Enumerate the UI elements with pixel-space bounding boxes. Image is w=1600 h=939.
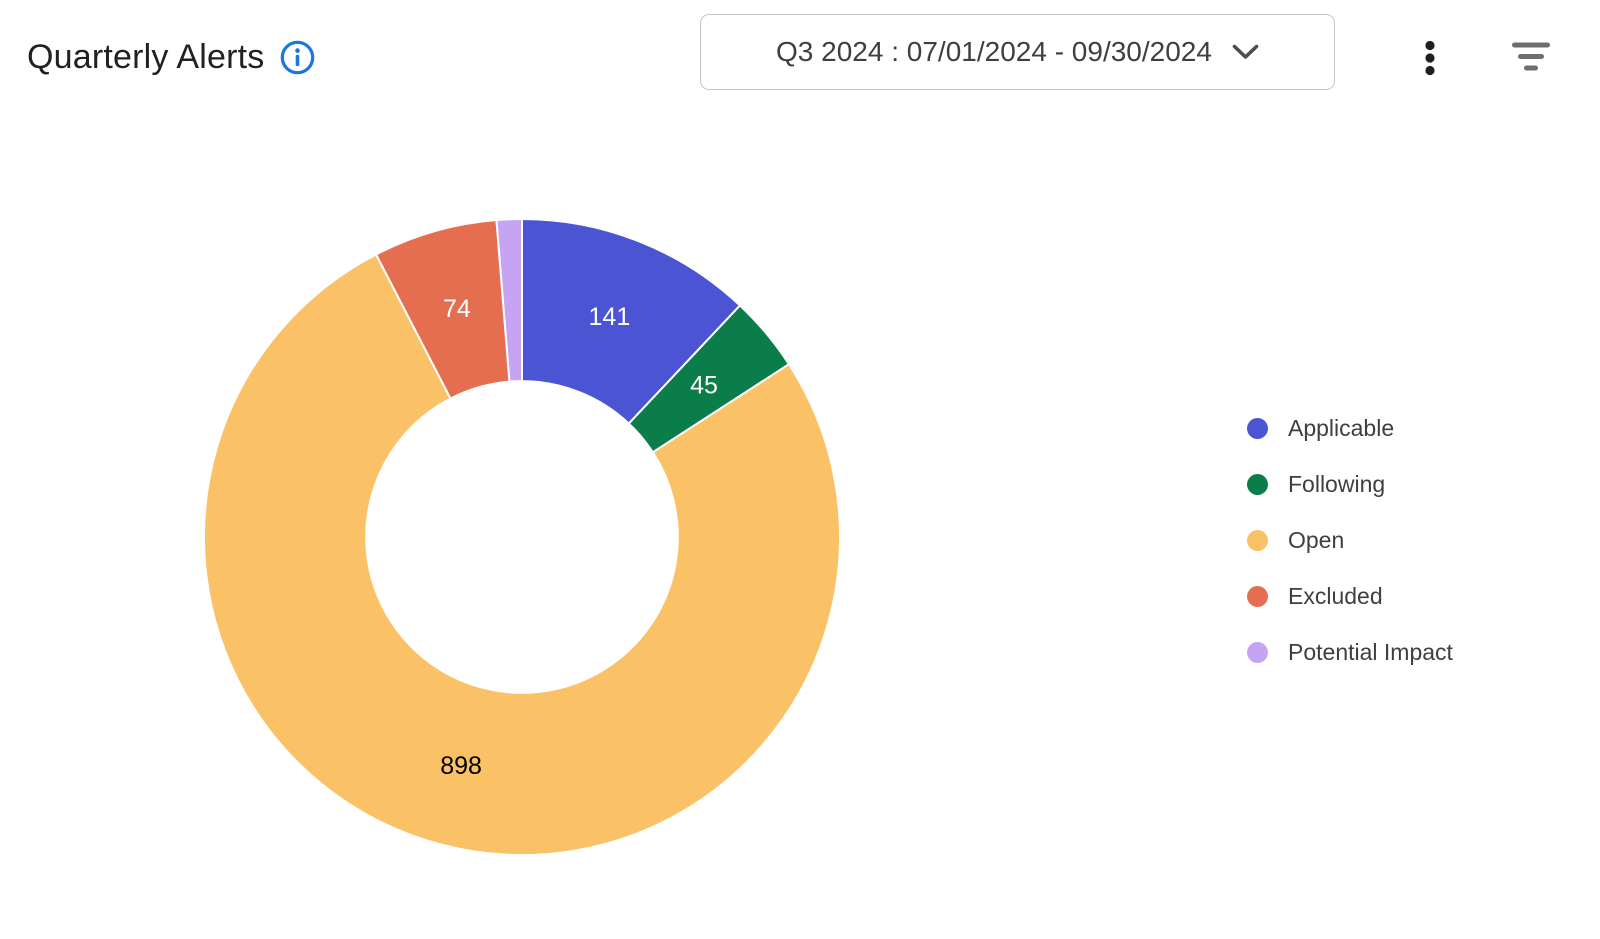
donut-segment-open[interactable]	[203, 253, 841, 857]
donut-segment-value-following: 45	[690, 371, 718, 399]
period-selector-value: Q3 2024 : 07/01/2024 - 09/30/2024	[776, 36, 1212, 67]
donut-segment-value-open: 898	[440, 752, 482, 780]
donut-segment-potential-impact[interactable]	[495, 218, 523, 383]
legend-label-following: Following	[1288, 470, 1386, 497]
legend-item-applicable[interactable]: Applicable	[1247, 410, 1453, 446]
more-options-button[interactable]	[1404, 32, 1456, 84]
legend-label-excluded: Excluded	[1288, 582, 1383, 609]
legend-dot-potential-impact	[1247, 641, 1268, 663]
legend-label-open: Open	[1288, 526, 1345, 553]
filter-list-icon	[1512, 42, 1550, 71]
filter-button[interactable]	[1505, 32, 1557, 84]
chart-legend: Applicable Following Open Excluded Potential…	[1247, 410, 1453, 670]
info-icon[interactable]	[279, 39, 317, 77]
chevron-down-icon	[1232, 44, 1259, 59]
widget-header: Quarterly Alerts	[27, 38, 317, 77]
donut-segment-applicable[interactable]	[521, 218, 741, 425]
legend-label-applicable: Applicable	[1288, 414, 1395, 441]
legend-item-excluded[interactable]: Excluded	[1247, 578, 1453, 614]
legend-item-following[interactable]: Following	[1247, 466, 1453, 502]
kebab-menu-icon	[1425, 40, 1435, 76]
donut-segment-value-applicable: 141	[589, 303, 631, 331]
donut-chart: 141 45 898 74	[203, 218, 841, 857]
period-selector-dropdown[interactable]: Q3 2024 : 07/01/2024 - 09/30/2024	[700, 14, 1335, 90]
legend-dot-excluded	[1247, 585, 1268, 607]
info-icon-glyph	[280, 40, 315, 75]
legend-item-open[interactable]: Open	[1247, 522, 1453, 558]
widget-title: Quarterly Alerts	[27, 38, 265, 76]
legend-item-potential-impact[interactable]: Potential Impact	[1247, 634, 1453, 670]
legend-label-potential-impact: Potential Impact	[1288, 638, 1453, 665]
donut-segment-value-excluded: 74	[443, 295, 471, 323]
legend-dot-applicable	[1247, 417, 1268, 439]
legend-dot-following	[1247, 473, 1268, 495]
legend-dot-open	[1247, 529, 1268, 551]
